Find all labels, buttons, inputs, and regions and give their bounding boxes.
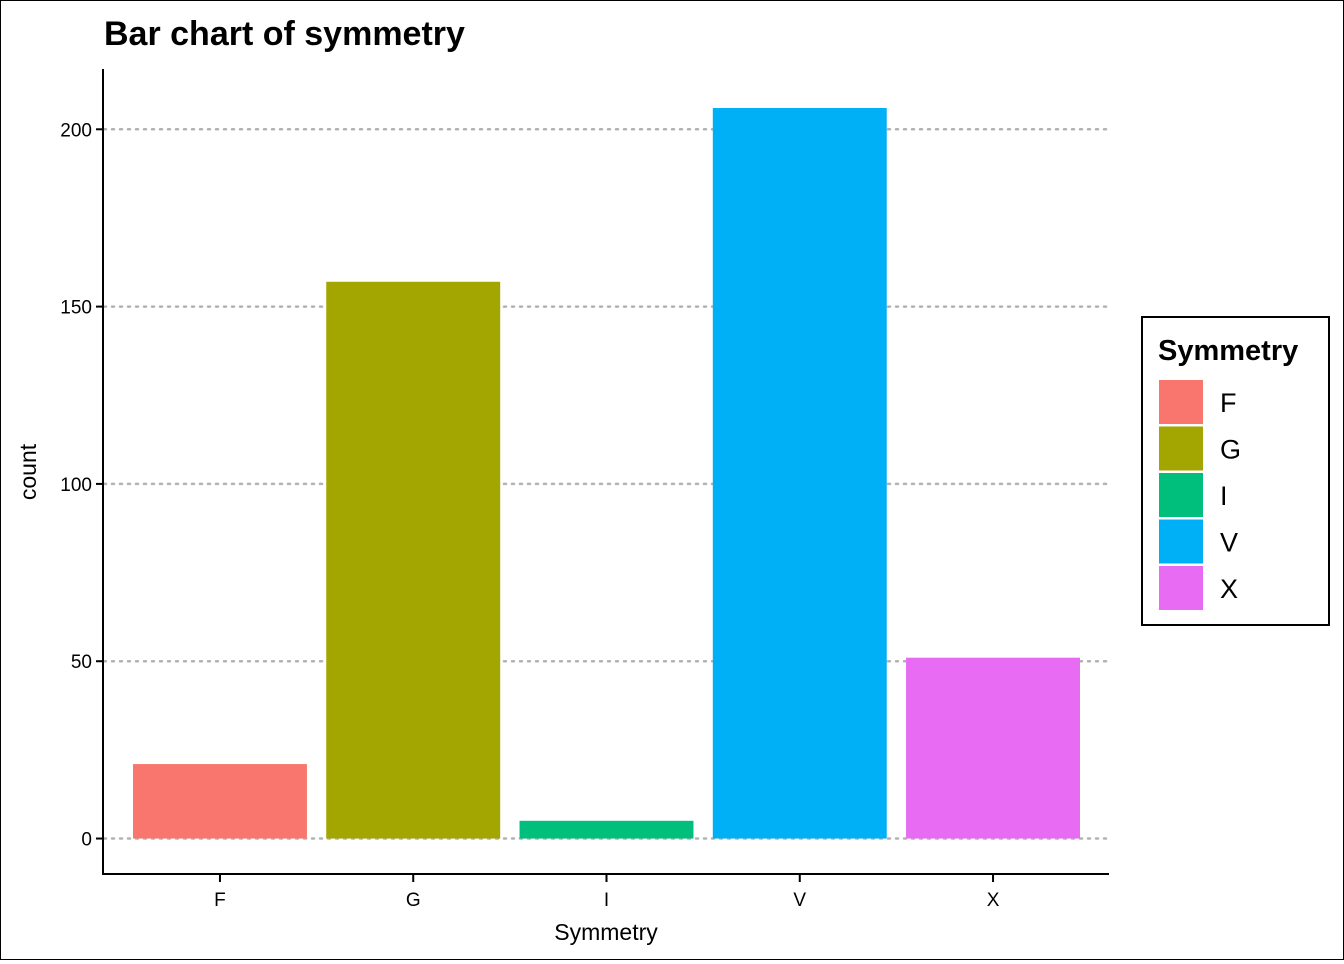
legend-key-G: [1159, 426, 1203, 471]
x-axis-label: Symmetry: [554, 919, 658, 945]
x-tick-label: G: [406, 890, 421, 911]
bar-G: [326, 281, 501, 839]
bar-V: [712, 108, 887, 839]
chart-title: Bar chart of symmetry: [104, 15, 465, 53]
x-tick-label: V: [793, 890, 806, 911]
legend-key-V: [1159, 519, 1203, 564]
bars: [132, 108, 1081, 839]
y-tick-label: 50: [71, 652, 92, 673]
x-tick-label: I: [604, 890, 609, 911]
x-tick-label: X: [987, 890, 1000, 911]
y-tick-label: 200: [60, 120, 92, 141]
y-axis-ticks: 0 50 100 150 200: [60, 120, 104, 851]
legend-label: F: [1220, 388, 1237, 418]
y-tick-label: 0: [81, 830, 92, 851]
bar-X: [906, 657, 1081, 839]
legend-label: V: [1220, 528, 1238, 558]
bar-I: [519, 820, 694, 839]
legend-key-F: [1159, 380, 1203, 424]
legend-key-I: [1159, 473, 1203, 517]
legend-label: G: [1220, 435, 1241, 465]
legend-label: I: [1220, 481, 1228, 511]
legend-key-X: [1159, 566, 1203, 610]
bar-F: [132, 764, 307, 839]
x-tick-label: F: [214, 890, 226, 911]
y-axis-label: count: [15, 443, 41, 500]
y-tick-label: 100: [60, 475, 92, 496]
y-tick-label: 150: [60, 298, 92, 319]
legend-label: X: [1220, 574, 1238, 604]
legend-title: Symmetry: [1158, 335, 1298, 367]
